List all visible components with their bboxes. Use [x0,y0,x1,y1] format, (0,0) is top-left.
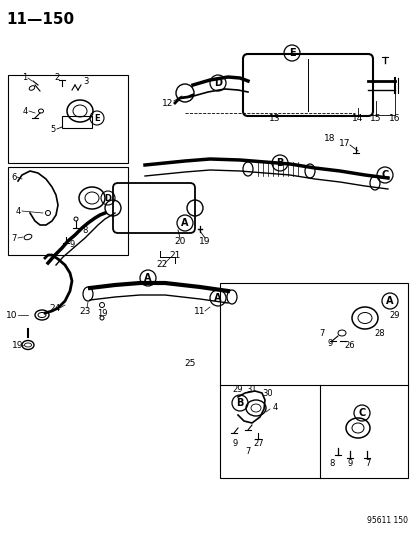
Text: 22: 22 [156,260,167,269]
Text: 29: 29 [232,385,243,394]
Text: 12: 12 [162,99,173,108]
Bar [8,75,128,163]
Text: 24: 24 [49,303,60,312]
Text: 11—150: 11—150 [6,12,74,27]
Text: 10: 10 [6,311,18,319]
Text: 31: 31 [246,385,257,394]
Text: 13: 13 [268,114,280,123]
Text: 26: 26 [344,341,354,350]
Text: 21: 21 [169,251,180,260]
Text: A: A [214,293,221,303]
Bar [62,116,92,128]
Text: 4: 4 [22,107,28,116]
Text: 4: 4 [272,403,277,413]
Text: 11: 11 [194,306,205,316]
Text: A: A [385,296,393,306]
Text: 9: 9 [327,338,332,348]
Text: 14: 14 [351,114,363,123]
Bar [8,167,128,255]
Text: 5: 5 [50,125,55,133]
Text: 25: 25 [184,359,195,367]
Text: A: A [144,273,152,283]
Text: 1: 1 [22,72,28,82]
Text: 30: 30 [262,389,273,398]
Text: 27: 27 [253,439,263,448]
Text: B: B [236,398,243,408]
Text: 9: 9 [69,239,74,248]
Bar [219,283,407,478]
Text: 17: 17 [338,139,350,148]
Text: 6: 6 [11,173,17,182]
Text: 16: 16 [388,114,400,123]
Text: E: E [94,114,100,123]
Text: 7: 7 [11,233,17,243]
Text: 15: 15 [369,114,381,123]
Text: 8: 8 [328,458,334,467]
Text: E: E [288,48,294,58]
Text: 4: 4 [15,206,21,215]
Text: A: A [181,218,188,228]
Text: 8: 8 [82,225,88,235]
Text: 19: 19 [12,341,24,350]
Text: 2: 2 [54,72,59,82]
Text: 9: 9 [232,439,237,448]
Text: D: D [104,193,111,203]
Text: 9: 9 [347,458,352,467]
Text: 20: 20 [174,237,185,246]
Text: C: C [358,408,365,418]
Text: 28: 28 [374,328,385,337]
Text: 19: 19 [199,237,210,246]
Text: 7: 7 [364,458,370,467]
Text: B: B [275,158,283,168]
Text: C: C [380,170,388,180]
Text: 23: 23 [79,306,90,316]
Text: 95611 150: 95611 150 [366,516,407,525]
Text: 7: 7 [318,328,324,337]
Text: 29: 29 [389,311,399,319]
Text: 3: 3 [83,77,88,85]
Text: D: D [214,78,221,88]
Text: 18: 18 [323,133,335,142]
Text: 7: 7 [245,447,250,456]
Text: 19: 19 [97,309,107,318]
